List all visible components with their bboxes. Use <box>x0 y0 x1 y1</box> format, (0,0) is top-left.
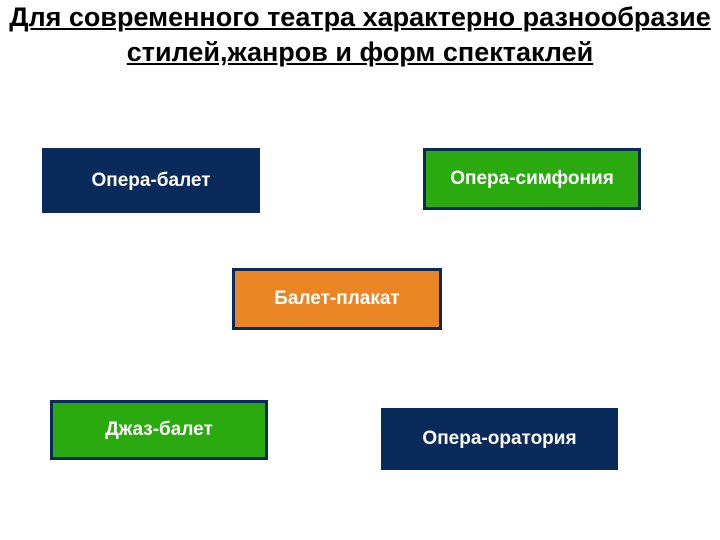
box-label-opera-oratorio: Опера-оратория <box>422 428 576 450</box>
box-label-opera-symphony: Опера-симфония <box>450 168 614 190</box>
box-ballet-poster: Балет-плакат <box>232 268 442 330</box>
box-label-ballet-poster: Балет-плакат <box>274 288 400 310</box>
box-opera-symphony: Опера-симфония <box>423 148 641 210</box>
box-opera-oratorio: Опера-оратория <box>381 408 618 470</box>
box-label-opera-ballet: Опера-балет <box>91 170 210 192</box>
box-opera-ballet: Опера-балет <box>42 148 260 213</box>
box-label-jazz-ballet: Джаз-балет <box>105 419 213 441</box>
slide-title: Для современного театра характерно разно… <box>0 0 720 70</box>
box-jazz-ballet: Джаз-балет <box>50 400 268 460</box>
